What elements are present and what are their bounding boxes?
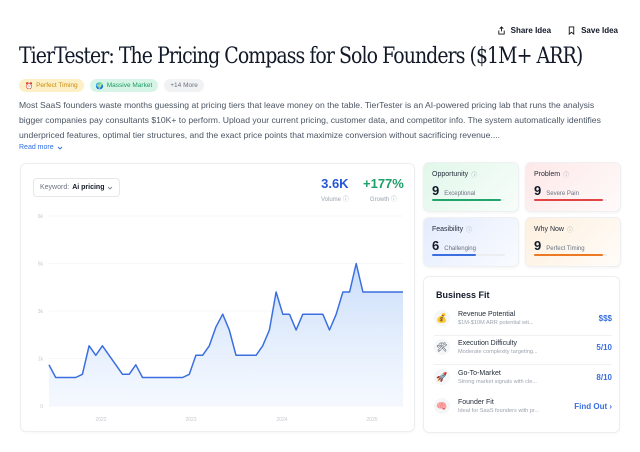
info-icon[interactable]: ⓘ (471, 173, 478, 179)
fit-item-revenue-potential[interactable]: 💰 Revenue Potential $1M-$10M ARR potentia… (434, 306, 612, 330)
fit-item-desc: Moderate complexity targeting... (458, 348, 538, 355)
tools-icon: 🛠 (434, 339, 450, 355)
svg-text:2024: 2024 (276, 417, 287, 423)
find-out-link[interactable]: Find Out › (574, 401, 612, 411)
keyword-label: Keyword: (40, 184, 70, 191)
save-idea-label: Save Idea (581, 26, 618, 35)
score-card-problem[interactable]: Problem ⓘ 9 Severe Pain (525, 162, 621, 212)
info-icon[interactable]: ⓘ (390, 197, 397, 203)
bookmark-icon (568, 26, 575, 35)
globe-icon: 🌍 (95, 82, 104, 90)
fit-item-founder-fit[interactable]: 🧠 Founder Fit Ideal for SaaS founders wit… (434, 394, 612, 418)
top-toolbar: Share Idea Save Idea (497, 26, 618, 35)
share-icon (497, 26, 505, 35)
business-fit-card: Business Fit 💰 Revenue Potential $1M-$10M… (423, 276, 620, 433)
fit-item-value: 8/10 (596, 372, 612, 382)
score-label: Challenging (444, 246, 476, 252)
growth-label: Growth (369, 197, 390, 203)
fit-item-desc: Strong market signals with cle... (458, 378, 537, 385)
divider (434, 364, 612, 365)
volume-label: Volume (321, 197, 342, 203)
score-bar (534, 254, 607, 256)
growth-metric: +177% Growth ⓘ (363, 176, 404, 203)
score-bar (534, 199, 607, 201)
fit-item-name: Revenue Potential (458, 310, 516, 318)
tag-massive-market[interactable]: 🌍 Massive Market (89, 79, 159, 92)
growth-value: +177% (363, 176, 404, 191)
score-value: 9 (534, 238, 542, 253)
share-idea-button[interactable]: Share Idea (497, 26, 551, 35)
idea-description: Most SaaS founders waste months guessing… (19, 100, 601, 140)
score-bar (432, 254, 505, 256)
tag-label: Perfect Timing (36, 82, 78, 89)
svg-text:5k: 5k (38, 262, 44, 268)
share-idea-label: Share Idea (510, 26, 552, 35)
fit-item-name: Execution Difficulty (458, 339, 518, 347)
svg-text:0: 0 (40, 404, 43, 410)
score-card-feasibility[interactable]: Feasibility ⓘ 6 Challenging (423, 217, 519, 267)
score-label: Severe Pain (546, 191, 579, 197)
score-value: 9 (432, 183, 440, 198)
keyword-dropdown[interactable]: Keyword: Ai pricing (33, 178, 121, 197)
brain-icon: 🧠 (434, 398, 450, 414)
score-card-opportunity[interactable]: Opportunity ⓘ 9 Exceptional (423, 162, 519, 212)
fit-item-value: 5/10 (596, 342, 612, 352)
chevron-down-icon (57, 146, 62, 150)
tag-label: +14 More (170, 82, 198, 89)
tag-more-button[interactable]: +14 More (164, 79, 204, 92)
chevron-down-icon (108, 186, 113, 190)
volume-metric: 3.6K Volume ⓘ (321, 176, 349, 203)
score-name: Feasibility (432, 226, 464, 233)
fit-item-value: $$$ (598, 313, 612, 323)
fit-item-desc: $1M-$10M ARR potential wit... (458, 319, 534, 326)
info-icon[interactable]: ⓘ (563, 173, 570, 179)
tag-label: Massive Market (106, 82, 153, 89)
tag-list: ⏰ Perfect Timing 🌍 Massive Market +14 Mo… (19, 79, 204, 92)
info-icon[interactable]: ⓘ (566, 228, 573, 234)
score-value: 9 (534, 183, 542, 198)
money-bag-icon: 💰 (434, 310, 450, 326)
score-value: 6 (432, 238, 440, 253)
score-name: Why Now (534, 226, 564, 233)
svg-text:3k: 3k (38, 309, 44, 315)
fit-item-name: Go-To-Market (458, 369, 501, 377)
fit-item-name: Founder Fit (458, 398, 494, 406)
keyword-value: Ai pricing (72, 184, 105, 191)
fit-item-go-to-market[interactable]: 🚀 Go-To-Market Strong market signals with… (434, 365, 612, 389)
trend-line-chart[interactable]: 0 1k 3k 5k 6k 2022 2023 2024 2025 (21, 164, 416, 433)
tag-perfect-timing[interactable]: ⏰ Perfect Timing (19, 79, 84, 92)
read-more-link[interactable]: Read more (19, 144, 63, 151)
save-idea-button[interactable]: Save Idea (567, 26, 618, 35)
volume-value: 3.6K (321, 176, 349, 191)
score-label: Exceptional (444, 191, 476, 197)
info-icon[interactable]: ⓘ (466, 228, 473, 234)
svg-text:2022: 2022 (95, 417, 106, 423)
svg-text:2025: 2025 (366, 417, 377, 423)
fit-item-desc: Ideal for SaaS founders with pr... (458, 407, 540, 414)
score-card-why-now[interactable]: Why Now ⓘ 9 Perfect Timing (525, 217, 621, 267)
svg-text:2023: 2023 (185, 417, 196, 423)
divider (434, 335, 612, 336)
info-icon[interactable]: ⓘ (342, 197, 349, 203)
business-fit-title: Business Fit (436, 290, 490, 300)
read-more-label: Read more (19, 144, 54, 151)
rocket-icon: 🚀 (434, 369, 450, 385)
score-label: Perfect Timing (546, 246, 585, 252)
idea-title: TierTester: The Pricing Compass for Solo… (19, 44, 583, 69)
svg-text:1k: 1k (38, 357, 44, 363)
svg-text:6k: 6k (38, 214, 44, 220)
trend-chart-card: Keyword: Ai pricing 3.6K Volume ⓘ +177% … (20, 163, 415, 432)
score-bar (432, 199, 505, 201)
score-name: Opportunity (432, 171, 469, 178)
fit-item-execution-difficulty[interactable]: 🛠 Execution Difficulty Moderate complexit… (434, 335, 612, 359)
score-name: Problem (534, 171, 561, 178)
alarm-clock-icon: ⏰ (25, 82, 34, 90)
